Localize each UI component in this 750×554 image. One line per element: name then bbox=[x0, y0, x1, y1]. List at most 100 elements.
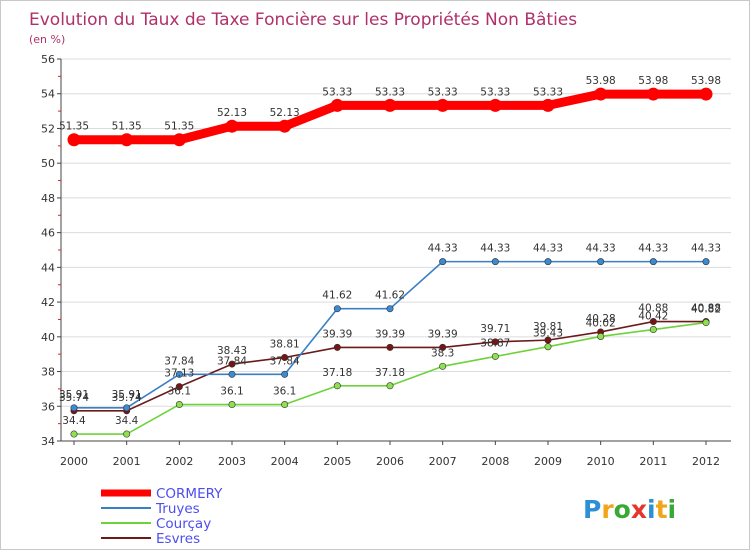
data-label-cormery: 53.98 bbox=[691, 75, 721, 87]
data-point-courçay bbox=[281, 401, 289, 409]
data-label-courçay: 37.18 bbox=[375, 367, 405, 379]
x-tick-label: 2006 bbox=[376, 455, 404, 468]
data-label-truyes: 41.62 bbox=[375, 290, 405, 302]
data-point-truyes bbox=[544, 258, 552, 266]
data-point-truyes bbox=[175, 370, 183, 378]
data-label-courçay: 40.82 bbox=[691, 304, 721, 316]
legend-label-cormery: CORMERY bbox=[156, 486, 223, 502]
data-label-truyes: 44.33 bbox=[428, 243, 458, 255]
data-label-courçay: 40.42 bbox=[638, 311, 668, 323]
data-point-esvres bbox=[281, 353, 289, 361]
data-label-courçay: 40.02 bbox=[586, 317, 616, 329]
data-label-truyes: 35.91 bbox=[112, 389, 142, 401]
data-label-courçay: 36.1 bbox=[220, 386, 243, 398]
x-tick-label: 2001 bbox=[113, 455, 141, 468]
y-tick-label: 52 bbox=[41, 122, 55, 135]
legend-label-esvres: Esvres bbox=[156, 531, 200, 547]
y-tick-label: 44 bbox=[41, 261, 55, 274]
data-label-cormery: 53.98 bbox=[586, 75, 616, 87]
data-point-truyes bbox=[123, 404, 131, 412]
data-label-esvres: 40.28 bbox=[586, 313, 616, 325]
data-point-esvres bbox=[649, 318, 657, 326]
data-point-cormery bbox=[436, 98, 450, 112]
data-label-truyes: 44.33 bbox=[586, 243, 616, 255]
data-point-truyes bbox=[439, 258, 447, 266]
data-point-cormery bbox=[67, 133, 81, 147]
data-point-cormery bbox=[278, 119, 292, 133]
data-point-cormery bbox=[541, 98, 555, 112]
series-layer bbox=[67, 87, 713, 438]
brand-text: Proxiti bbox=[583, 495, 676, 524]
data-point-courçay bbox=[439, 362, 447, 370]
brand-letter: t bbox=[656, 495, 668, 524]
data-label-esvres: 39.39 bbox=[428, 328, 458, 340]
data-point-cormery bbox=[488, 98, 502, 112]
brand-letter: i bbox=[668, 495, 677, 524]
brand-letter: x bbox=[631, 495, 647, 524]
data-label-courçay: 38.87 bbox=[480, 337, 510, 349]
data-label-cormery: 53.33 bbox=[533, 86, 563, 98]
data-point-courçay bbox=[123, 430, 131, 438]
data-label-courçay: 34.4 bbox=[62, 415, 86, 427]
x-tick-label: 2003 bbox=[218, 455, 246, 468]
data-point-truyes bbox=[281, 370, 289, 378]
data-point-esvres bbox=[228, 360, 236, 368]
data-point-courçay bbox=[597, 332, 605, 340]
axes bbox=[58, 59, 731, 442]
grid-lines bbox=[61, 58, 731, 442]
data-point-courçay bbox=[491, 352, 499, 360]
data-point-cormery bbox=[225, 119, 239, 133]
proxiti-logo: Proxiti bbox=[583, 495, 676, 524]
data-label-esvres: 38.81 bbox=[270, 338, 300, 350]
data-label-truyes: 37.84 bbox=[270, 355, 300, 367]
legend-label-courçay: Courçay bbox=[156, 516, 211, 532]
data-point-truyes bbox=[386, 305, 394, 313]
data-label-esvres: 38.43 bbox=[217, 345, 247, 357]
data-label-esvres: 37.13 bbox=[164, 368, 194, 380]
data-point-truyes bbox=[70, 404, 78, 412]
legend-label-truyes: Truyes bbox=[155, 501, 200, 517]
x-tick-label: 2005 bbox=[323, 455, 351, 468]
data-point-courçay bbox=[544, 343, 552, 351]
x-tick-label: 2004 bbox=[271, 455, 299, 468]
x-tick-label: 2011 bbox=[639, 455, 667, 468]
data-point-cormery bbox=[646, 87, 660, 101]
data-point-truyes bbox=[649, 258, 657, 266]
data-label-truyes: 37.84 bbox=[217, 355, 247, 367]
chart-title: Evolution du Taux de Taxe Foncière sur l… bbox=[29, 10, 577, 30]
data-label-truyes: 37.84 bbox=[164, 355, 194, 367]
data-label-truyes: 44.33 bbox=[691, 243, 721, 255]
data-point-truyes bbox=[228, 370, 236, 378]
x-tick-label: 2010 bbox=[587, 455, 615, 468]
y-tick-label: 42 bbox=[41, 296, 55, 309]
brand-letter: P bbox=[583, 495, 601, 524]
data-label-cormery: 52.13 bbox=[217, 107, 247, 119]
y-tick-label: 56 bbox=[41, 53, 55, 66]
data-point-truyes bbox=[333, 305, 341, 313]
y-tick-label: 46 bbox=[41, 227, 55, 240]
data-label-courçay: 36.1 bbox=[273, 386, 296, 398]
data-label-cormery: 53.33 bbox=[428, 86, 458, 98]
data-point-cormery bbox=[330, 98, 344, 112]
data-point-courçay bbox=[386, 382, 394, 390]
data-label-esvres: 35.74 bbox=[59, 392, 89, 404]
y-tick-label: 54 bbox=[41, 88, 55, 101]
data-label-truyes: 41.62 bbox=[322, 290, 352, 302]
data-point-courçay bbox=[175, 401, 183, 409]
data-label-esvres: 39.81 bbox=[533, 321, 563, 333]
data-label-cormery: 51.35 bbox=[112, 121, 142, 133]
data-point-courçay bbox=[228, 401, 236, 409]
y-tick-label: 48 bbox=[41, 192, 55, 205]
data-point-courçay bbox=[702, 319, 710, 327]
x-tick-label: 2008 bbox=[481, 455, 509, 468]
x-tick-label: 2009 bbox=[534, 455, 562, 468]
data-point-esvres bbox=[175, 383, 183, 391]
data-label-esvres: 35.74 bbox=[112, 392, 142, 404]
x-axis-ticks: 2000 2001 2002 2003 2004 2005 2006 2007 2008 2009… bbox=[60, 441, 720, 468]
data-point-cormery bbox=[594, 87, 608, 101]
data-label-courçay: 39.43 bbox=[533, 328, 563, 340]
data-point-cormery bbox=[699, 87, 713, 101]
